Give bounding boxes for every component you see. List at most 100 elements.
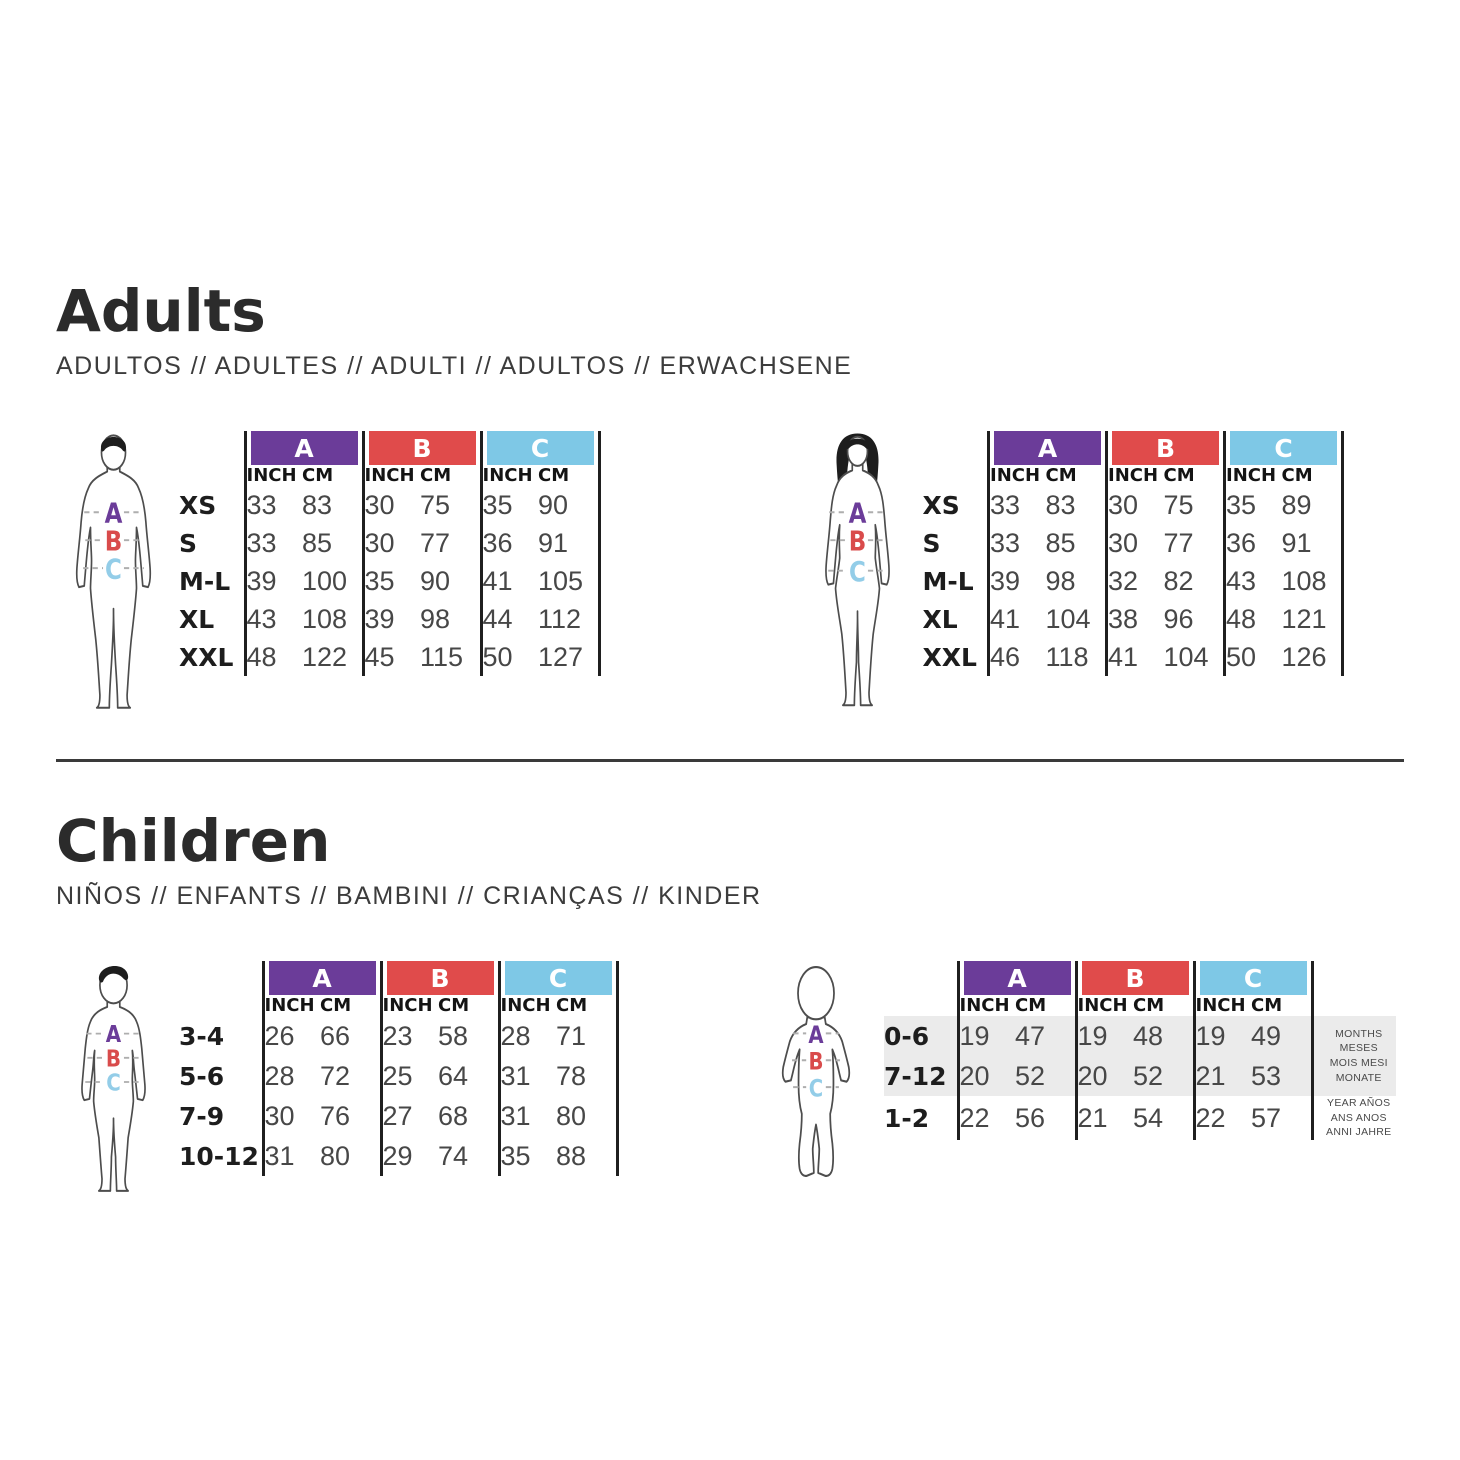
- table-row: 10-12 31 80 29 74 35 88: [179, 1136, 619, 1176]
- child-size-block: A B C: [56, 961, 619, 1203]
- table-row: XXL 46 118 41 104 50 126: [923, 638, 1344, 676]
- measure-a-line: A: [793, 1022, 839, 1049]
- value-cell: 36: [1223, 524, 1282, 562]
- measure-b-line: B: [829, 525, 885, 558]
- cm-header: CM: [438, 995, 470, 1016]
- value-cell: 39: [361, 600, 420, 638]
- table-row: M-L 39 100 35 90 41 105: [179, 562, 601, 600]
- woman-figure-icon: A B C: [824, 433, 890, 707]
- value-cell: 71: [556, 1016, 619, 1056]
- size-cell: S: [179, 528, 198, 558]
- value-cell: 48: [1133, 1016, 1194, 1056]
- cm-header: CM: [302, 465, 334, 486]
- units-row: INCH CM INCH CM INCH CM: [179, 995, 619, 1016]
- value-cell: 88: [556, 1136, 619, 1176]
- value-cell: 75: [1163, 489, 1194, 520]
- value-cell: 127: [538, 638, 601, 676]
- value-cell: 35: [361, 562, 420, 600]
- cm-header: CM: [1133, 995, 1165, 1016]
- value-cell: 26: [261, 1016, 320, 1056]
- value-cell: 39: [987, 562, 1046, 600]
- table-row: 7-12 20 52 20 52 21 53: [884, 1056, 1396, 1096]
- value-cell: 46: [987, 638, 1046, 676]
- column-c-header: C: [1199, 961, 1307, 995]
- value-cell: 28: [261, 1056, 320, 1096]
- value-cell: 78: [556, 1056, 619, 1096]
- size-cell: XXL: [179, 642, 234, 672]
- value-cell: 80: [320, 1140, 351, 1171]
- band-row: A B C: [923, 431, 1344, 465]
- women-size-table: A B C INCH CM INCH CM INCH CM: [922, 431, 1344, 676]
- size-cell: 3-4: [179, 1021, 225, 1051]
- value-cell: 39: [243, 562, 302, 600]
- cm-header: CM: [420, 465, 452, 486]
- size-cell: XS: [179, 490, 217, 520]
- table-row: XS 33 83 30 75 35 90: [179, 486, 601, 524]
- inch-header: INCH: [479, 465, 538, 486]
- value-cell: 30: [361, 524, 420, 562]
- women-size-block: A B C: [800, 431, 1344, 723]
- value-cell: 36: [479, 524, 538, 562]
- size-cell: 0-6: [884, 1016, 958, 1056]
- value-cell: 90: [538, 486, 601, 524]
- measure-c-line: C: [793, 1076, 839, 1103]
- value-cell: 53: [1251, 1056, 1314, 1096]
- value-cell: 126: [1281, 638, 1344, 676]
- value-cell: 33: [243, 524, 302, 562]
- table-row: 3-4 26 66 23 58 28 71: [179, 1016, 619, 1056]
- column-c-header: C: [486, 431, 594, 465]
- value-cell: 23: [379, 1016, 438, 1056]
- measure-b-line: B: [792, 1049, 840, 1076]
- value-cell: 19: [956, 1016, 1015, 1056]
- children-subtitle: NIÑOS // ENFANTS // BAMBINI // CRIANÇAS …: [56, 882, 762, 910]
- size-cell: 7-9: [179, 1101, 225, 1131]
- value-cell: 89: [1281, 486, 1344, 524]
- value-cell: 43: [1223, 562, 1282, 600]
- value-cell: 57: [1251, 1096, 1314, 1141]
- value-cell: 118: [1045, 641, 1089, 672]
- value-cell: 32: [1105, 562, 1164, 600]
- value-cell: 85: [302, 527, 333, 558]
- value-cell: 31: [497, 1096, 556, 1136]
- figure-b-label: B: [106, 1046, 121, 1073]
- table-row: XXL 48 122 45 115 50 127: [179, 638, 601, 676]
- value-cell: 19: [1192, 1016, 1251, 1056]
- children-size-table: A B C INCH CM INCH CM INCH CM: [179, 961, 619, 1176]
- cm-header: CM: [1045, 465, 1077, 486]
- measure-b-line: B: [85, 525, 142, 558]
- value-cell: 19: [1074, 1016, 1133, 1056]
- size-cell: M-L: [179, 566, 231, 596]
- value-cell: 56: [1015, 1102, 1046, 1133]
- value-cell: 22: [1192, 1096, 1251, 1141]
- band-row: A B C: [179, 961, 619, 995]
- size-cell: 1-2: [884, 1103, 930, 1133]
- value-cell: 45: [361, 638, 420, 676]
- value-cell: 121: [1281, 600, 1344, 638]
- value-cell: 33: [987, 524, 1046, 562]
- value-cell: 30: [1105, 486, 1164, 524]
- baby-figure-icon: A B C: [781, 965, 851, 1177]
- value-cell: 48: [1223, 600, 1282, 638]
- value-cell: 74: [438, 1140, 469, 1171]
- size-cell: XL: [922, 604, 958, 634]
- size-chart-page: Adults ADULTOS // ADULTES // ADULTI // A…: [56, 282, 1404, 1203]
- years-note: YEAR AÑOS ANS ANOS ANNI JAHRE: [1326, 1097, 1392, 1139]
- inch-header: INCH: [987, 465, 1046, 486]
- months-note: MONTHS MESES MOIS MESI MONATE: [1312, 1016, 1396, 1096]
- value-cell: 54: [1133, 1102, 1164, 1133]
- children-section: Children NIÑOS // ENFANTS // BAMBINI // …: [56, 812, 1404, 1203]
- inch-header: INCH: [361, 465, 420, 486]
- value-cell: 122: [302, 641, 348, 672]
- value-cell: 44: [479, 600, 538, 638]
- value-cell: 31: [261, 1136, 320, 1176]
- value-cell: 47: [1015, 1016, 1076, 1056]
- column-c-header: C: [504, 961, 612, 995]
- value-cell: 115: [420, 641, 464, 672]
- table-row: XL 43 108 39 98 44 112: [179, 600, 601, 638]
- figure-c-label: C: [106, 1070, 121, 1097]
- figure-c-label: C: [849, 556, 866, 589]
- band-row: A B C: [179, 431, 601, 465]
- measure-c-line: C: [83, 553, 144, 586]
- value-cell: 96: [1163, 603, 1194, 634]
- value-cell: 108: [1281, 562, 1344, 600]
